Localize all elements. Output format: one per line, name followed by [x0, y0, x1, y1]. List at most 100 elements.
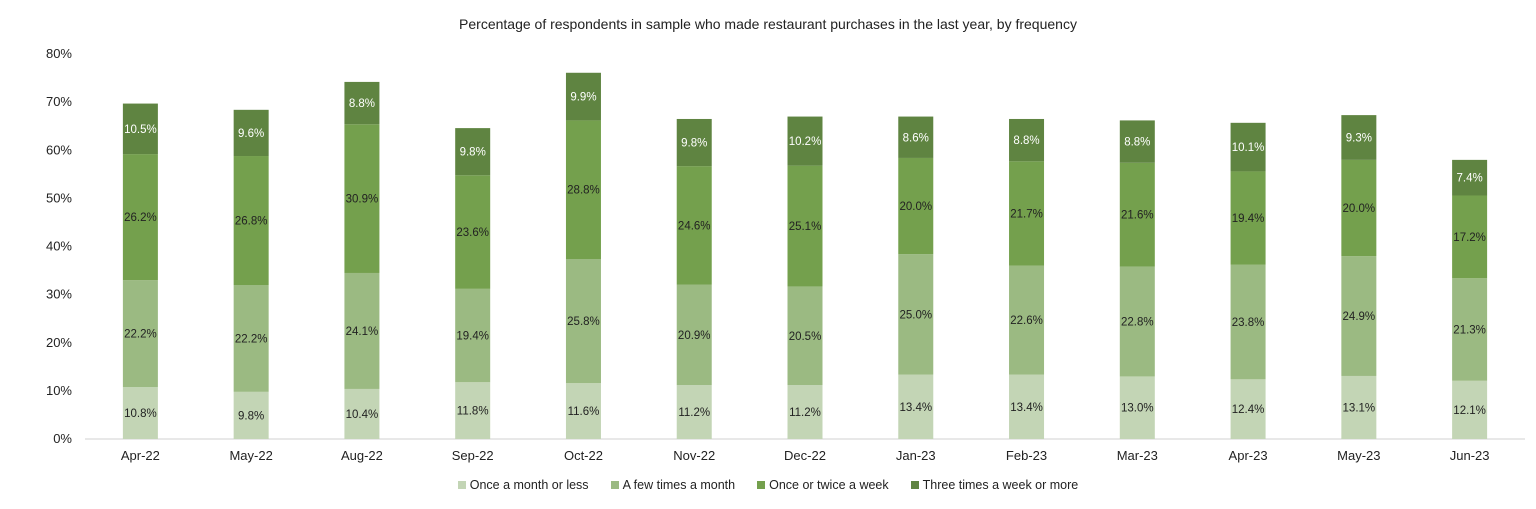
- data-label: 25.0%: [899, 309, 932, 321]
- bar-segment: [1230, 379, 1266, 439]
- bar-segment: [1230, 264, 1266, 380]
- x-tick-label: Apr-22: [121, 448, 160, 463]
- bar-segment: [455, 175, 491, 289]
- bar-segment: [676, 284, 712, 386]
- data-label: 7.4%: [1457, 173, 1483, 185]
- data-label: 21.7%: [1010, 209, 1043, 221]
- data-label: 13.1%: [1343, 402, 1376, 414]
- data-label: 11.2%: [678, 407, 710, 419]
- data-label: 22.2%: [235, 333, 268, 345]
- legend-item: Three times a week or more: [910, 478, 1078, 492]
- y-tick-label: 0%: [53, 431, 72, 446]
- data-label: 24.6%: [678, 220, 711, 232]
- x-tick-label: Sep-22: [452, 448, 494, 463]
- data-label: 10.8%: [124, 408, 157, 420]
- stacked-bar-chart: 0% 10% 20% 30% 40% 50% 60% 70% 80% 10.8% 22.2% 26.2…: [46, 46, 1525, 463]
- data-label: 8.8%: [1124, 137, 1150, 149]
- x-tick-label: May-23: [1337, 448, 1380, 463]
- legend-swatch: [457, 481, 466, 489]
- bar-segment: [1341, 256, 1377, 376]
- data-label: 28.8%: [567, 185, 600, 197]
- data-label: 26.8%: [235, 216, 268, 228]
- y-tick-label: 70%: [46, 94, 72, 109]
- bar-segment: [1452, 159, 1488, 196]
- data-label: 11.2%: [789, 407, 821, 419]
- x-tick-label: Feb-23: [1006, 448, 1047, 463]
- data-label: 9.8%: [681, 138, 707, 150]
- bar-segment: [1452, 278, 1488, 381]
- bar-segment: [122, 154, 158, 281]
- data-label: 10.1%: [1232, 142, 1265, 154]
- data-label: 13.4%: [1010, 402, 1043, 414]
- data-label: 20.0%: [1343, 203, 1376, 215]
- bar-segment: [455, 128, 491, 176]
- bar-segment: [1009, 118, 1045, 162]
- data-label: 24.1%: [346, 326, 379, 338]
- bar-segment: [787, 116, 823, 166]
- x-tick-label: Nov-22: [673, 448, 715, 463]
- data-label: 9.8%: [460, 147, 486, 159]
- bar-segment: [344, 388, 380, 439]
- bar-segment: [455, 288, 491, 383]
- y-tick-label: 20%: [46, 335, 72, 350]
- data-label: 22.8%: [1121, 317, 1154, 329]
- data-label: 9.8%: [238, 410, 264, 422]
- y-tick-label: 10%: [46, 383, 72, 398]
- x-tick-label: Oct-22: [564, 448, 603, 463]
- bar-segment: [1119, 162, 1155, 267]
- chart-title: Percentage of respondents in sample who …: [459, 16, 1077, 32]
- bar-segment: [565, 120, 601, 260]
- data-label: 22.6%: [1010, 315, 1043, 327]
- x-tick-label: Apr-23: [1229, 448, 1268, 463]
- bar-segment: [898, 157, 934, 255]
- bar-segment: [898, 116, 934, 158]
- bar-segment: [898, 254, 934, 375]
- bar-segment: [1009, 265, 1045, 375]
- data-label: 11.6%: [568, 406, 600, 418]
- legend-item: Once or twice a week: [757, 478, 889, 492]
- bar-segment: [565, 259, 601, 384]
- data-label: 13.0%: [1121, 403, 1154, 415]
- bar-segment: [676, 385, 712, 439]
- x-tick-label: Aug-22: [341, 448, 383, 463]
- legend-label: A few times a month: [622, 478, 736, 492]
- bar-segment: [1230, 171, 1266, 265]
- legend-label: Once a month or less: [469, 478, 589, 492]
- x-tick-label: Dec-22: [784, 448, 826, 463]
- bar-segment: [122, 387, 158, 439]
- data-label: 19.4%: [1232, 213, 1265, 225]
- data-label: 26.2%: [124, 212, 157, 224]
- data-label: 11.8%: [457, 406, 489, 418]
- bar-segment: [565, 72, 601, 121]
- bar-segment: [1119, 266, 1155, 377]
- legend-swatch: [757, 481, 766, 489]
- bar-segment: [676, 166, 712, 285]
- bar-segment: [1119, 376, 1155, 439]
- data-label: 12.1%: [1453, 405, 1486, 417]
- bar-segment: [1009, 374, 1045, 439]
- data-label: 20.9%: [678, 330, 711, 342]
- bar-segment: [233, 391, 269, 439]
- bar-segment: [455, 382, 491, 439]
- bar-segment: [344, 272, 380, 389]
- bar-segment: [1341, 159, 1377, 257]
- legend-swatch: [610, 481, 619, 489]
- data-label: 20.5%: [789, 331, 822, 343]
- data-label: 17.2%: [1453, 232, 1486, 244]
- data-label: 22.2%: [124, 329, 157, 341]
- bar-segment: [1119, 120, 1155, 163]
- data-label: 10.2%: [789, 136, 822, 148]
- data-label: 12.4%: [1232, 404, 1265, 416]
- bar-segment: [1341, 115, 1377, 160]
- data-label: 8.8%: [349, 98, 375, 110]
- data-label: 13.4%: [899, 402, 932, 414]
- data-label: 25.1%: [789, 221, 822, 233]
- data-label: 10.5%: [124, 124, 157, 136]
- data-label: 19.4%: [456, 331, 489, 343]
- bar-segment: [344, 124, 380, 273]
- y-tick-label: 50%: [46, 190, 72, 205]
- data-label: 21.6%: [1121, 210, 1154, 222]
- y-tick-label: 80%: [46, 46, 72, 61]
- legend-item: A few times a month: [610, 478, 736, 492]
- bar-segment: [233, 156, 269, 285]
